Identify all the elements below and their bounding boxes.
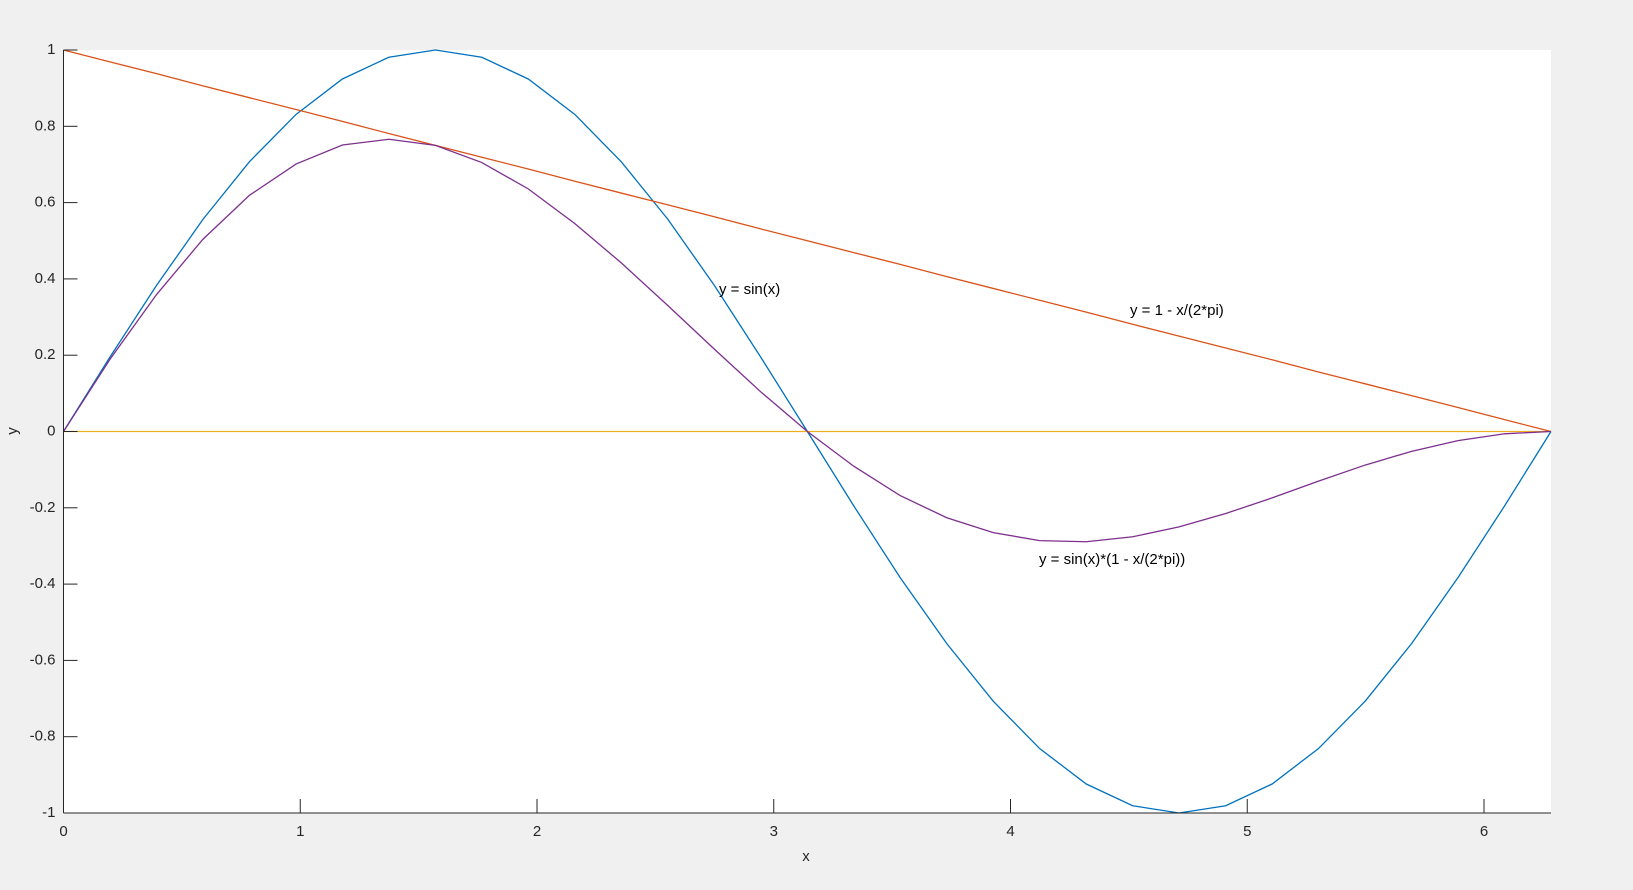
y-tick-label: 0.6 <box>35 194 56 211</box>
y-tick-label: 1 <box>47 41 55 58</box>
y-tick-label: 0.4 <box>35 270 56 287</box>
y-axis-label: y <box>4 427 21 435</box>
x-tick-label: 3 <box>770 823 778 840</box>
x-tick-label: 4 <box>1006 823 1014 840</box>
y-tick-label: 0 <box>47 422 55 439</box>
annotation: y = 1 - x/(2*pi) <box>1130 302 1224 319</box>
y-tick-label: -0.6 <box>30 651 56 668</box>
series-line <box>62 138 1552 543</box>
x-tick-label: 5 <box>1243 823 1251 840</box>
annotation: y = sin(x) <box>719 281 780 298</box>
x-axis-label: x <box>802 848 810 865</box>
series-line <box>63 49 1552 433</box>
x-tick-label: 0 <box>59 823 67 840</box>
y-tick-label: -1 <box>42 804 55 821</box>
x-tick-label: 1 <box>296 823 304 840</box>
y-tick-label: -0.8 <box>30 728 56 745</box>
x-tick-label: 6 <box>1480 823 1488 840</box>
y-tick-label: 0.2 <box>35 346 56 363</box>
y-tick-label: 0.8 <box>35 117 56 134</box>
y-tick-label: -0.2 <box>30 499 56 516</box>
annotation: y = sin(x)*(1 - x/(2*pi)) <box>1039 551 1185 568</box>
x-tick-label: 2 <box>533 823 541 840</box>
y-tick-label: -0.4 <box>30 575 56 592</box>
